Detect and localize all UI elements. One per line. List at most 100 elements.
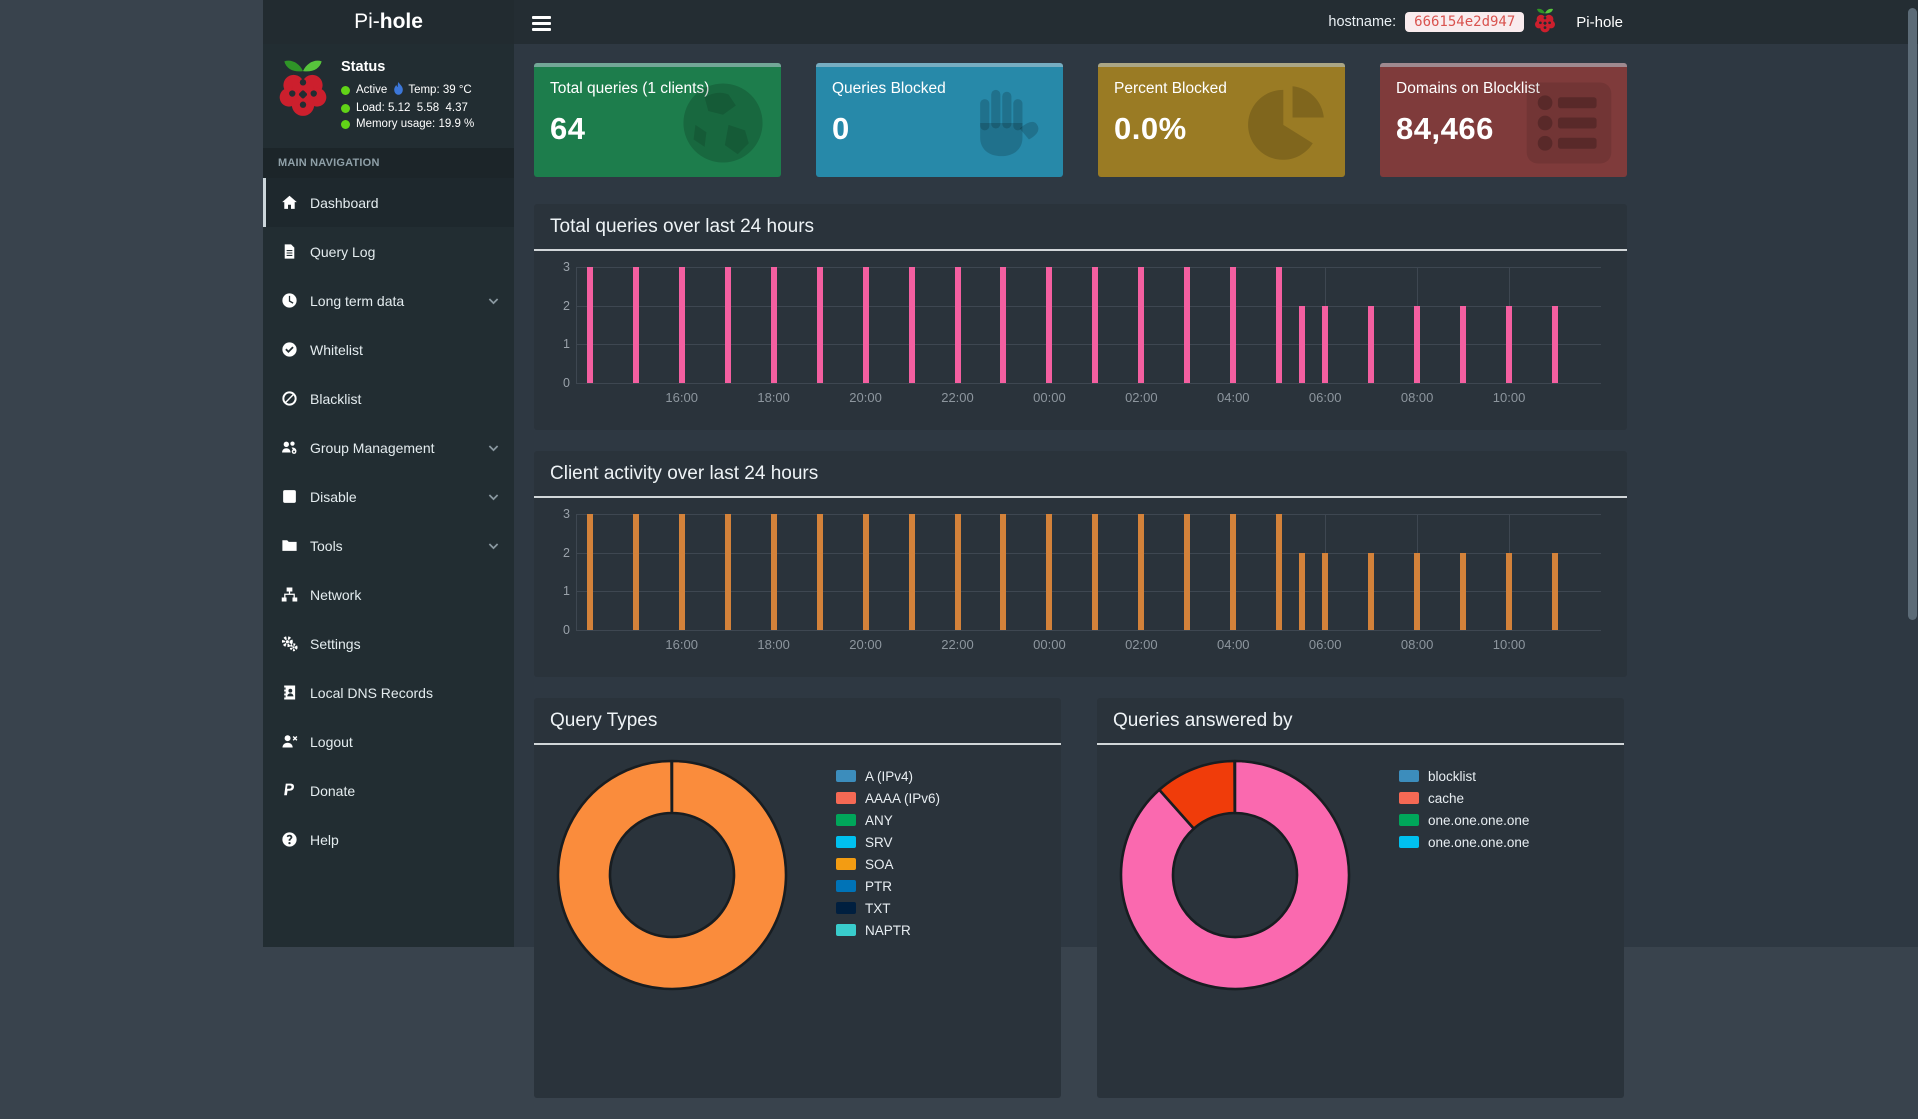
panel-queries-answered-by: Queries answered by blocklist cache one.on… — [1097, 698, 1624, 1098]
query-types-donut-chart[interactable] — [554, 757, 790, 993]
x-axis-tick: 20:00 — [849, 637, 882, 652]
chart-bar[interactable] — [908, 267, 915, 383]
client-activity-bar-chart[interactable]: 0 1 2 3 16:00 18:00 20:00 22:00 00:00 02:00 04:00 0… — [563, 507, 1601, 652]
donut-segment[interactable] — [556, 759, 788, 991]
chart-bar[interactable] — [632, 267, 639, 383]
chart-bar[interactable] — [862, 267, 869, 383]
legend-item[interactable]: one.one.one.one — [1399, 809, 1529, 831]
status-panel: Status Active Temp: 39 °C Load: 5.12 5.5… — [263, 44, 514, 144]
sidebar-item-help[interactable]: Help — [263, 815, 514, 864]
queries-answered-by-donut-chart[interactable] — [1117, 757, 1353, 993]
legend-swatch — [836, 836, 856, 848]
chart-bar[interactable] — [586, 514, 593, 630]
chart-bar[interactable] — [954, 514, 961, 630]
chart-bar[interactable] — [816, 514, 823, 630]
sidebar-item-tools[interactable]: Tools — [263, 521, 514, 570]
chart-bar[interactable] — [724, 267, 731, 383]
legend-item[interactable]: blocklist — [1399, 765, 1529, 787]
chart-bar[interactable] — [1506, 305, 1513, 383]
donut-segment[interactable] — [1157, 759, 1237, 830]
sidebar-item-group-management[interactable]: Group Management — [263, 423, 514, 472]
chart-bar[interactable] — [1092, 514, 1099, 630]
sidebar-item-long-term-data[interactable]: Long term data — [263, 276, 514, 325]
legend-item[interactable]: TXT — [836, 897, 940, 919]
chart-bar[interactable] — [1368, 305, 1375, 383]
brand-suffix: hole — [379, 10, 423, 33]
legend-item[interactable]: SRV — [836, 831, 940, 853]
sidebar-item-dashboard[interactable]: Dashboard — [263, 178, 514, 227]
chart-bar[interactable] — [1299, 552, 1306, 630]
chart-bar[interactable] — [678, 267, 685, 383]
page-scrollbar[interactable] — [1907, 0, 1918, 947]
x-axis-tick: 22:00 — [941, 390, 974, 405]
chart-bar[interactable] — [678, 514, 685, 630]
brand-logo[interactable]: Pi-hole — [263, 0, 514, 44]
chart-bar[interactable] — [1000, 267, 1007, 383]
chart-bar[interactable] — [632, 514, 639, 630]
chart-bar[interactable] — [770, 514, 777, 630]
stat-card-total-queries-1-clients-[interactable]: Total queries (1 clients) 64 — [534, 63, 781, 177]
sidebar-item-logout[interactable]: Logout — [263, 717, 514, 766]
queries-answered-by-legend: blocklist cache one.one.one.one one.one.one… — [1399, 765, 1529, 993]
sidebar-item-donate[interactable]: Donate — [263, 766, 514, 815]
chart-bar[interactable] — [724, 514, 731, 630]
x-axis-tick: 08:00 — [1400, 637, 1434, 652]
legend-item[interactable]: one.one.one.one — [1399, 831, 1529, 853]
chart-bar[interactable] — [1138, 267, 1145, 383]
chart-bar[interactable] — [1322, 305, 1329, 383]
chart-bar[interactable] — [1460, 305, 1467, 383]
legend-item[interactable]: NAPTR — [836, 919, 940, 941]
chart-bar[interactable] — [1368, 552, 1375, 630]
chart-bar[interactable] — [1046, 267, 1053, 383]
sidebar-item-network[interactable]: Network — [263, 570, 514, 619]
chart-bar[interactable] — [816, 267, 823, 383]
legend-item[interactable]: ANY — [836, 809, 940, 831]
chart-bar[interactable] — [1506, 552, 1513, 630]
chart-bar[interactable] — [1552, 305, 1559, 383]
chart-bar[interactable] — [1000, 514, 1007, 630]
card-label: Domains on Blocklist — [1396, 80, 1540, 97]
chart-bar[interactable] — [954, 267, 961, 383]
legend-label: TXT — [865, 900, 891, 916]
total-queries-bar-chart[interactable]: 0 1 2 3 16:00 18:00 20:00 22:00 00:00 02:00 04:00 0… — [563, 260, 1601, 405]
chart-bar[interactable] — [1414, 552, 1421, 630]
donut-segment[interactable] — [1119, 759, 1351, 991]
legend-swatch — [836, 924, 856, 936]
legend-item[interactable]: SOA — [836, 853, 940, 875]
chart-bar[interactable] — [1460, 552, 1467, 630]
card-label: Total queries (1 clients) — [550, 80, 710, 97]
chart-bar[interactable] — [770, 267, 777, 383]
sidebar-item-disable[interactable]: Disable — [263, 472, 514, 521]
sidebar-item-settings[interactable]: Settings — [263, 619, 514, 668]
legend-item[interactable]: AAAA (IPv6) — [836, 787, 940, 809]
stat-card-percent-blocked[interactable]: Percent Blocked 0.0% — [1098, 63, 1345, 177]
chart-bar[interactable] — [1276, 514, 1283, 630]
legend-item[interactable]: A (IPv4) — [836, 765, 940, 787]
chart-bar[interactable] — [1276, 267, 1283, 383]
chart-bar[interactable] — [908, 514, 915, 630]
chart-bar[interactable] — [1552, 552, 1559, 630]
sidebar-item-whitelist[interactable]: Whitelist — [263, 325, 514, 374]
sidebar-item-query-log[interactable]: Query Log — [263, 227, 514, 276]
chart-bar[interactable] — [1230, 267, 1237, 383]
chart-bar[interactable] — [1322, 552, 1329, 630]
sidebar-item-blacklist[interactable]: Blacklist — [263, 374, 514, 423]
chart-bar[interactable] — [1230, 514, 1237, 630]
stat-card-domains-on-blocklist[interactable]: Domains on Blocklist 84,466 — [1380, 63, 1627, 177]
chart-bar[interactable] — [586, 267, 593, 383]
chart-bar[interactable] — [1138, 514, 1145, 630]
chart-bar[interactable] — [862, 514, 869, 630]
legend-item[interactable]: cache — [1399, 787, 1529, 809]
sidebar-item-local-dns-records[interactable]: Local DNS Records — [263, 668, 514, 717]
address-book-icon — [281, 684, 298, 701]
chart-bar[interactable] — [1184, 267, 1191, 383]
chart-bar[interactable] — [1299, 305, 1306, 383]
stat-card-queries-blocked[interactable]: Queries Blocked 0 — [816, 63, 1063, 177]
chart-bar[interactable] — [1414, 305, 1421, 383]
chart-bar[interactable] — [1046, 514, 1053, 630]
legend-item[interactable]: PTR — [836, 875, 940, 897]
chart-bar[interactable] — [1092, 267, 1099, 383]
sidebar-toggle-button[interactable] — [530, 11, 558, 37]
chart-bar[interactable] — [1184, 514, 1191, 630]
scrollbar-thumb[interactable] — [1908, 8, 1917, 620]
